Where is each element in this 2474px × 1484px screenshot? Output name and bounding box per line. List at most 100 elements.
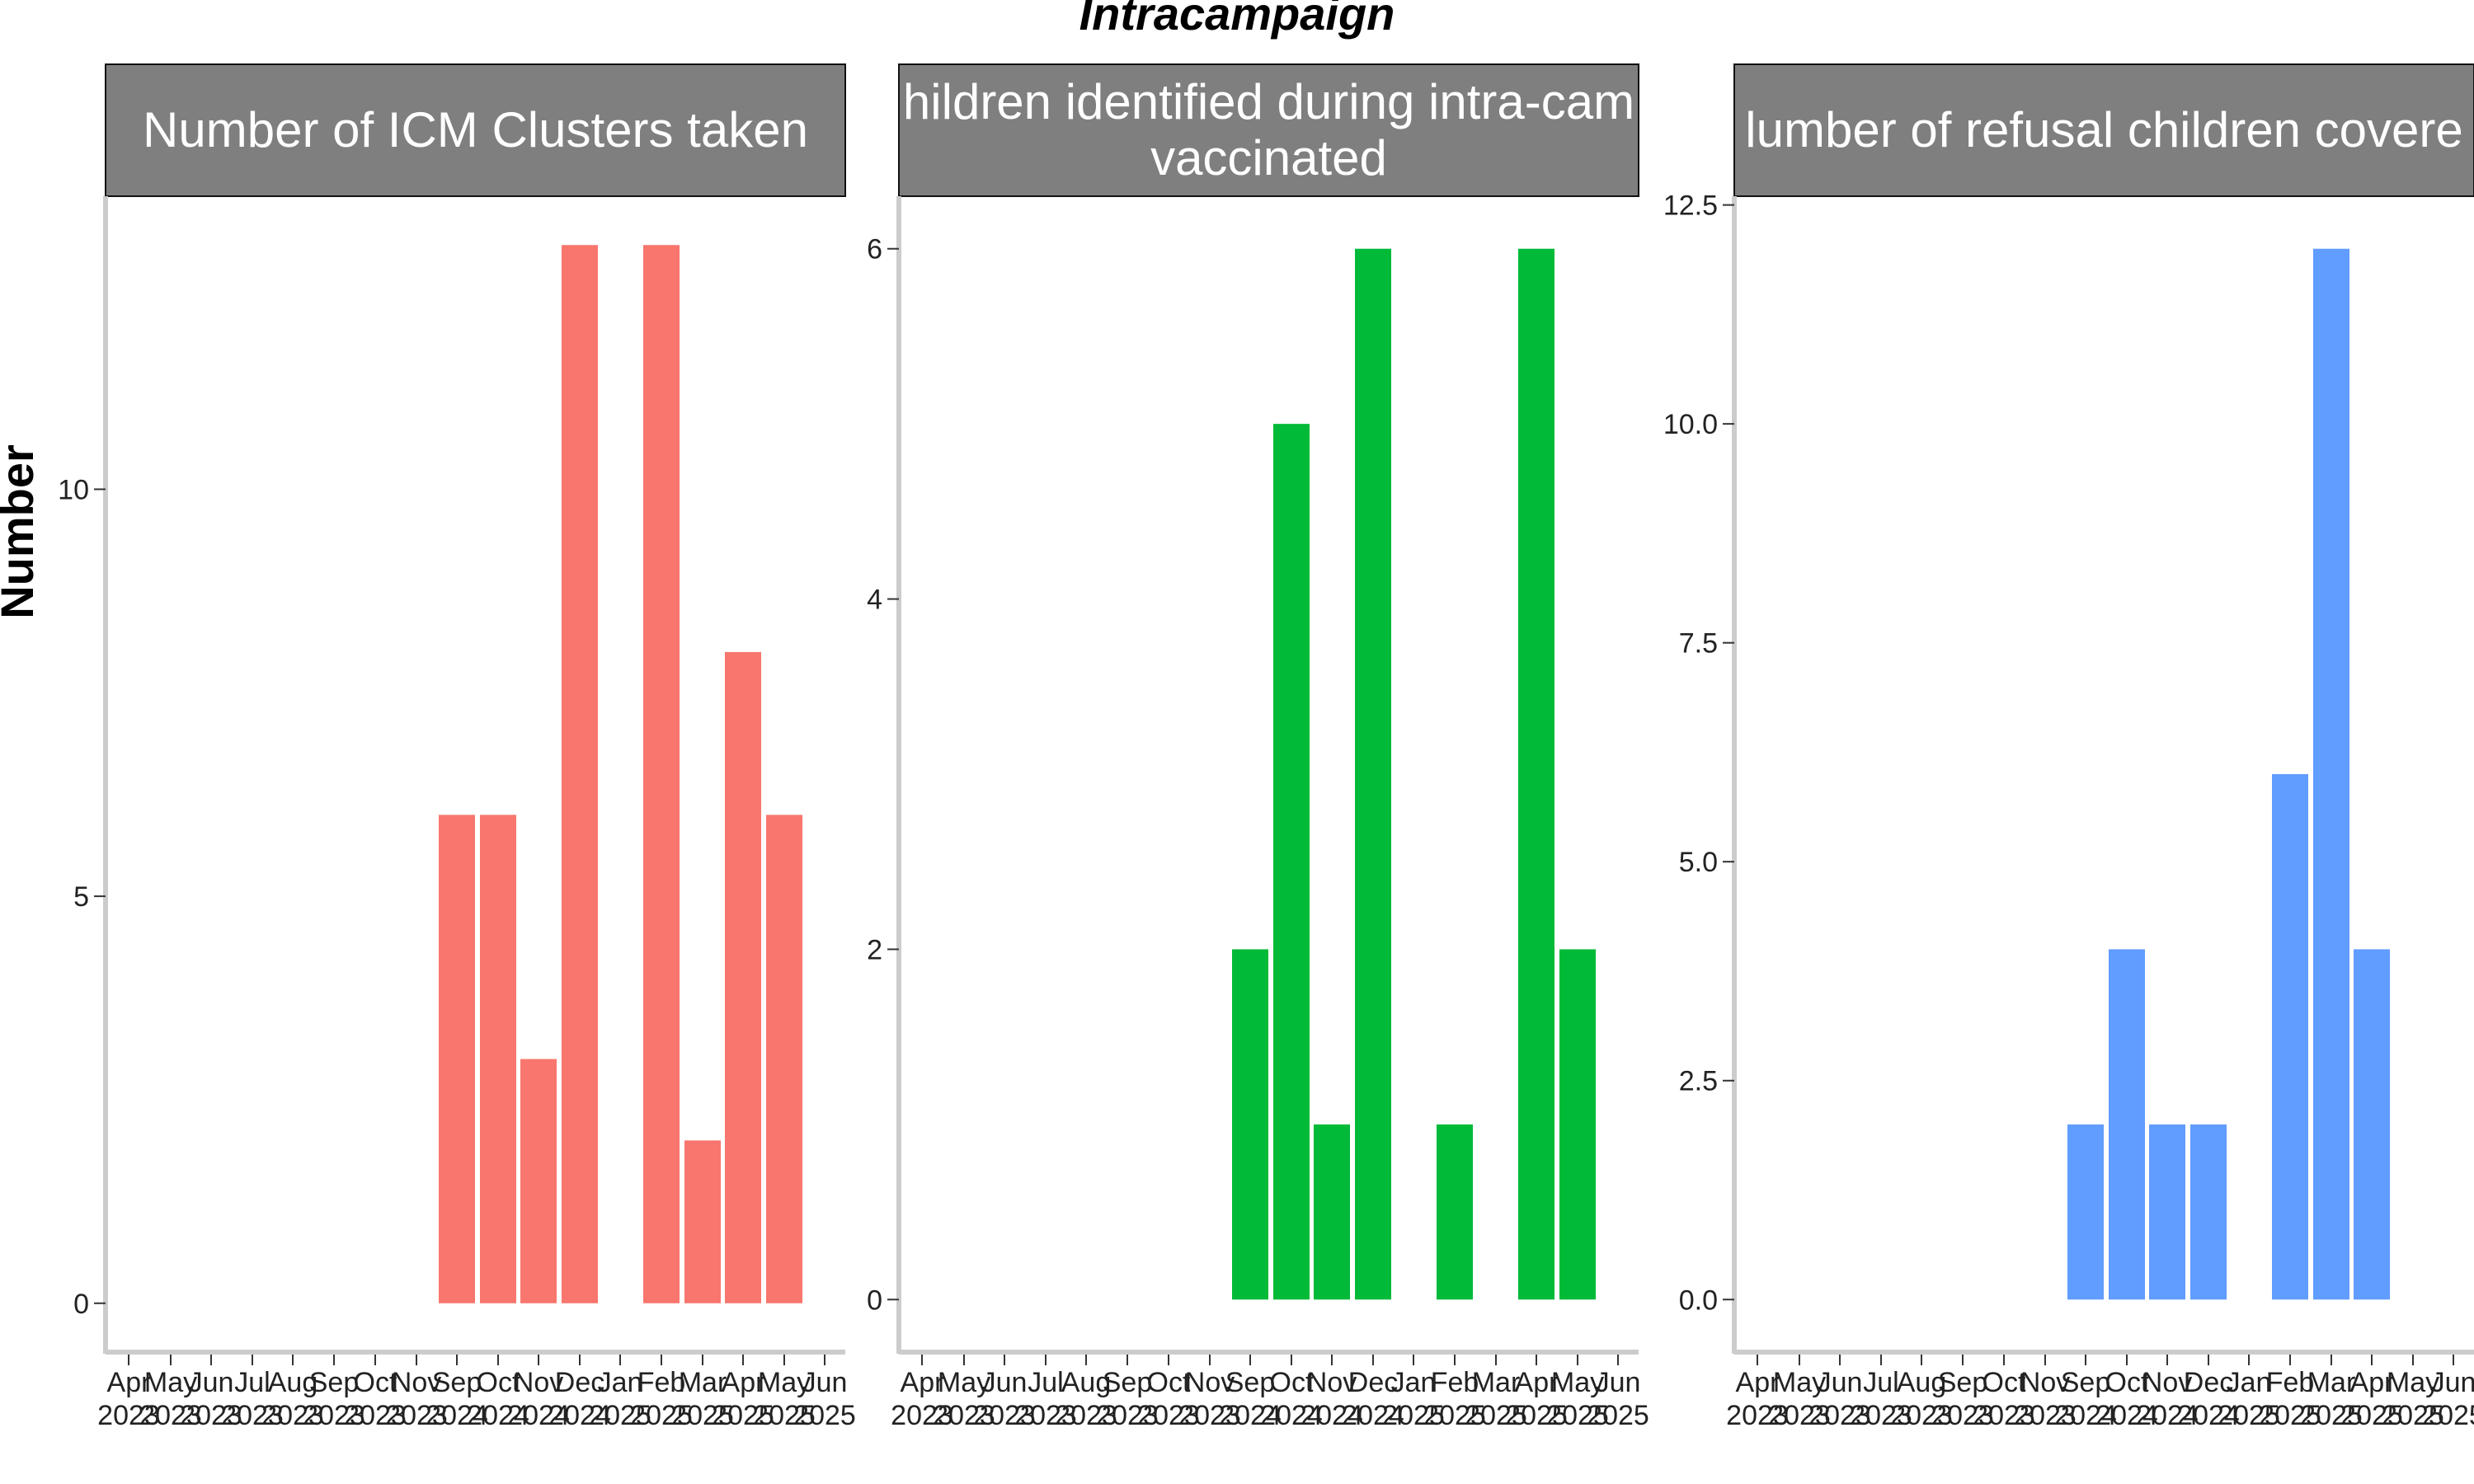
x-tick-label: Dec 2024 xyxy=(548,1367,611,1431)
bar-nov-2024 xyxy=(2149,1124,2185,1300)
x-tick-label: Sep 2024 xyxy=(1219,1367,1282,1431)
y-tick-label: 2.5 xyxy=(1679,1066,1718,1097)
x-tick-label: Dec 2024 xyxy=(1342,1367,1404,1431)
panel-strip xyxy=(105,63,846,197)
y-tick-label: 5 xyxy=(73,881,89,913)
y-tick-label: 2 xyxy=(867,934,882,965)
bar-sep-2024 xyxy=(1232,949,1268,1300)
x-tick-label: Sep 2023 xyxy=(1096,1367,1159,1431)
y-axis-label: Number xyxy=(0,444,43,619)
x-tick-label: Aug 2023 xyxy=(261,1367,324,1431)
y-tick-label: 0.0 xyxy=(1679,1284,1718,1316)
x-tick-label: Apr 2023 xyxy=(97,1367,160,1431)
bar-mar-2025 xyxy=(684,1140,721,1303)
x-tick-label: Sep 2023 xyxy=(303,1367,365,1431)
bar-feb-2025 xyxy=(643,245,680,1303)
chart-title: Intracampaign xyxy=(1079,0,1395,40)
x-tick-label: May 2025 xyxy=(1546,1367,1609,1431)
x-tick-label: May 2023 xyxy=(1768,1367,1831,1431)
x-tick-label: Jan 2025 xyxy=(1382,1367,1445,1431)
x-tick-label: Oct 2024 xyxy=(2095,1367,2158,1431)
panel-strip-title: hildren identified during intra-cam xyxy=(903,74,1634,129)
y-tick-label: 6 xyxy=(867,234,882,265)
y-tick-label: 5.0 xyxy=(1679,847,1718,878)
x-tick-label: Jul 2023 xyxy=(1014,1367,1077,1431)
x-tick-label: Mar 2025 xyxy=(2300,1367,2363,1431)
y-tick-label: 4 xyxy=(867,585,882,616)
panel-strip-title: Number of ICM Clusters taken xyxy=(143,102,808,157)
x-tick-label: Nov 2024 xyxy=(2136,1367,2199,1431)
y-tick-label: 0 xyxy=(73,1289,89,1320)
x-tick-label: Jun 2023 xyxy=(180,1367,242,1431)
x-tick-label: Apr 2025 xyxy=(712,1367,774,1431)
bar-dec-2024 xyxy=(1355,248,1391,1300)
bar-nov-2024 xyxy=(1314,1124,1350,1300)
x-tick-label: Mar 2025 xyxy=(1465,1367,1527,1431)
bar-apr-2025 xyxy=(1518,248,1554,1300)
x-tick-label: Nov 2023 xyxy=(2014,1367,2077,1431)
x-tick-label: Sep 2023 xyxy=(1931,1367,1994,1431)
x-tick-label: Jan 2025 xyxy=(2218,1367,2280,1431)
x-tick-label: May 2025 xyxy=(2382,1367,2444,1431)
panel-strip xyxy=(898,63,1639,197)
panel-strip-title: vaccinated xyxy=(1150,130,1387,186)
y-tick-label: 0 xyxy=(867,1284,882,1316)
bar-may-2025 xyxy=(1559,949,1596,1300)
x-tick-label: Nov 2024 xyxy=(507,1367,570,1431)
x-tick-label: Aug 2023 xyxy=(1055,1367,1117,1431)
x-tick-label: Apr 2025 xyxy=(2340,1367,2403,1431)
x-tick-label: May 2025 xyxy=(753,1367,816,1431)
x-tick-label: Feb 2025 xyxy=(1423,1367,1486,1431)
x-tick-label: Sep 2024 xyxy=(426,1367,488,1431)
x-tick-label: Apr 2023 xyxy=(891,1367,953,1431)
bar-sep-2024 xyxy=(2067,1124,2104,1300)
panel-strip-title: lumber of refusal children covere xyxy=(1745,102,2462,157)
x-tick-label: Oct 2024 xyxy=(467,1367,529,1431)
y-tick-label: 10 xyxy=(58,474,89,505)
x-tick-label: Aug 2023 xyxy=(1890,1367,1953,1431)
x-tick-label: Oct 2023 xyxy=(1137,1367,1200,1431)
x-tick-label: Feb 2025 xyxy=(630,1367,693,1431)
x-tick-label: Jun 2023 xyxy=(1808,1367,1871,1431)
bar-oct-2024 xyxy=(2109,949,2145,1300)
x-tick-label: Nov 2023 xyxy=(385,1367,448,1431)
panel-2: hildren identified during intra-camvacci… xyxy=(867,63,1649,1431)
x-tick-label: Feb 2025 xyxy=(2259,1367,2321,1431)
y-tick-label: 7.5 xyxy=(1679,628,1718,660)
x-tick-label: Apr 2025 xyxy=(1505,1367,1568,1431)
bar-apr-2025 xyxy=(2354,949,2390,1300)
y-tick-label: 12.5 xyxy=(1663,190,1718,222)
x-tick-label: Oct 2024 xyxy=(1260,1367,1323,1431)
panel-3: lumber of refusal children covere 0.0 2.5 5… xyxy=(1663,63,2474,1431)
x-tick-label: Oct 2023 xyxy=(1973,1367,2035,1431)
bar-dec-2024 xyxy=(2190,1124,2227,1300)
bar-may-2025 xyxy=(766,815,802,1303)
x-tick-label: Sep 2024 xyxy=(2054,1367,2117,1431)
bar-oct-2024 xyxy=(480,815,516,1303)
x-tick-label: Nov 2023 xyxy=(1178,1367,1241,1431)
bar-mar-2025 xyxy=(2313,248,2349,1300)
x-tick-label: Nov 2024 xyxy=(1300,1367,1363,1431)
x-tick-label: Jul 2023 xyxy=(221,1367,284,1431)
x-tick-label: Dec 2024 xyxy=(2177,1367,2240,1431)
x-tick-label: Mar 2025 xyxy=(671,1367,734,1431)
x-tick-label: Jan 2025 xyxy=(589,1367,651,1431)
x-tick-label: Jun 2023 xyxy=(973,1367,1036,1431)
bar-sep-2024 xyxy=(439,815,475,1303)
bar-dec-2024 xyxy=(562,245,598,1303)
bar-apr-2025 xyxy=(725,651,761,1303)
x-tick-label: May 2023 xyxy=(139,1367,202,1431)
bar-nov-2024 xyxy=(520,1059,557,1303)
x-tick-label: Jul 2023 xyxy=(1850,1367,1912,1431)
panel-strip xyxy=(1733,63,2474,197)
x-tick-label: Apr 2023 xyxy=(1726,1367,1789,1431)
bar-feb-2025 xyxy=(1437,1124,1473,1300)
bar-oct-2024 xyxy=(1273,424,1310,1300)
x-tick-label: May 2023 xyxy=(933,1367,995,1431)
